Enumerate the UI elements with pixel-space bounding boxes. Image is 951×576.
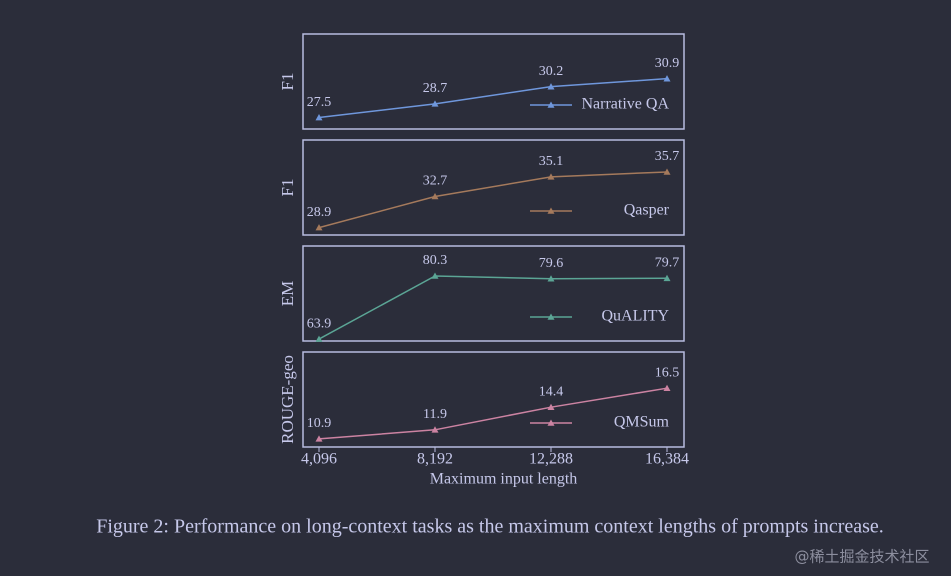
point-marker [663, 384, 671, 391]
data-label: 35.7 [655, 149, 680, 164]
x-axis-label: Maximum input length [430, 471, 578, 488]
data-label: 79.6 [539, 256, 564, 271]
data-label: 11.9 [423, 407, 447, 422]
series-line [318, 77, 668, 119]
point-marker [663, 75, 671, 82]
data-label: 10.9 [307, 416, 332, 431]
data-label: 27.5 [307, 95, 332, 110]
data-label: 63.9 [307, 316, 332, 331]
point-marker [547, 403, 555, 410]
legend: QuALITY [530, 308, 669, 325]
point-marker [431, 100, 439, 107]
legend: Qasper [530, 202, 670, 219]
data-label: 28.7 [423, 81, 448, 96]
point-marker [431, 426, 439, 433]
point-marker [315, 435, 323, 442]
x-tick-label: 12,288 [529, 451, 573, 468]
data-label: 30.2 [539, 64, 564, 79]
point-marker [431, 193, 439, 200]
data-label: 30.9 [655, 56, 680, 71]
legend: Narrative QA [530, 96, 669, 113]
plot-frame [302, 351, 685, 448]
y-axis-label: F1 [278, 73, 297, 91]
data-label: 16.5 [655, 365, 680, 380]
point-marker [547, 275, 555, 282]
y-axis-label: EM [278, 281, 297, 307]
legend-label: QuALITY [601, 308, 669, 325]
legend-label: Qasper [624, 202, 670, 219]
point-marker [315, 114, 323, 121]
y-axis-label: F1 [278, 179, 297, 197]
point-marker [663, 168, 671, 175]
x-tick-label: 4,096 [301, 451, 337, 468]
x-tick-label: 16,384 [645, 451, 689, 468]
point-marker [315, 224, 323, 231]
legend-marker [547, 419, 555, 426]
data-label: 14.4 [539, 384, 564, 399]
point-marker [663, 274, 671, 282]
data-label: 28.9 [307, 205, 332, 220]
series-line [318, 275, 668, 340]
legend: QMSum [530, 414, 670, 431]
point-marker [547, 173, 555, 180]
x-tick-label: 8,192 [417, 451, 453, 468]
legend-label: QMSum [614, 414, 670, 431]
point-marker [315, 335, 323, 342]
point-marker [547, 83, 555, 90]
series-line [318, 387, 668, 440]
plot-frame [302, 139, 685, 236]
y-axis-label: ROUGE-geo [278, 355, 297, 444]
plot-frame [302, 33, 685, 130]
legend-marker [547, 207, 555, 214]
plot-frame [302, 245, 685, 342]
data-label: 35.1 [539, 154, 564, 169]
data-label: 79.7 [655, 256, 680, 271]
watermark: @稀土掘金技术社区 [794, 548, 929, 566]
legend-marker [547, 101, 555, 108]
point-marker [431, 272, 439, 279]
data-label: 80.3 [423, 253, 448, 268]
caption: Figure 2: Performance on long-context ta… [96, 516, 884, 538]
data-label: 32.7 [423, 174, 448, 189]
legend-label: Narrative QA [581, 96, 669, 113]
legend-marker [547, 313, 555, 320]
series-line [318, 171, 668, 229]
